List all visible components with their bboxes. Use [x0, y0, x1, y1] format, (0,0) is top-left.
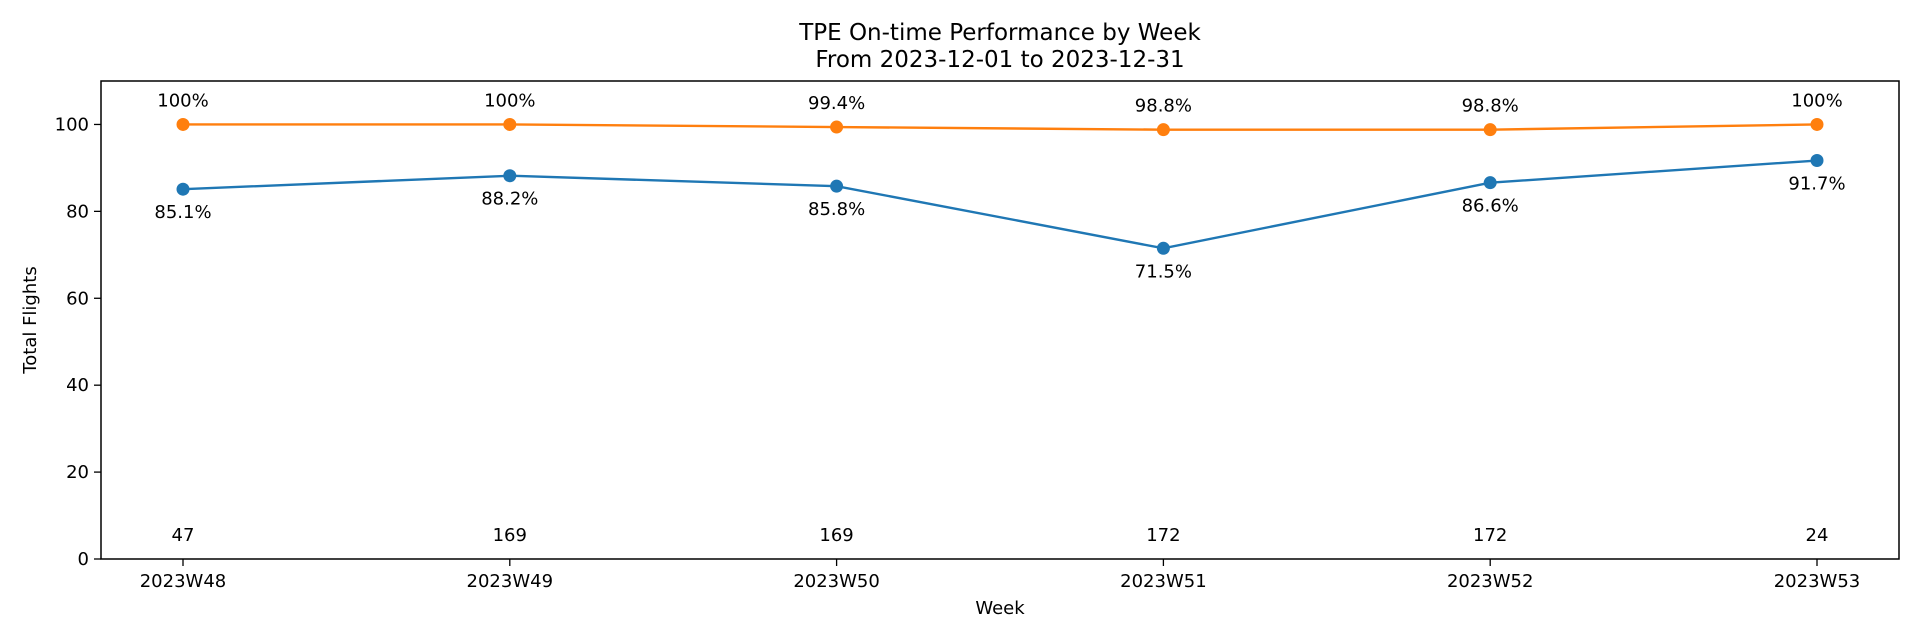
data-point — [1483, 123, 1497, 137]
y-axis-label: Total Flights — [20, 266, 41, 374]
data-label: 91.7% — [1788, 174, 1845, 195]
x-tick-label: 2023W53 — [1774, 571, 1861, 592]
data-label: 85.1% — [154, 202, 211, 223]
series-line-1 — [183, 123, 1818, 131]
data-point — [176, 117, 190, 131]
data-label: 100% — [484, 90, 535, 111]
y-axis-ticks: 0 20 40 60 80 100 — [55, 114, 101, 570]
data-point — [830, 179, 844, 193]
x-tick-label: 2023W49 — [467, 571, 554, 592]
data-label: 100% — [1791, 90, 1842, 111]
data-label: 71.5% — [1135, 261, 1192, 282]
count-label: 47 — [172, 525, 195, 546]
data-point — [503, 169, 517, 183]
series-layer — [176, 117, 1824, 255]
chart-subtitle: From 2023-12-01 to 2023-12-31 — [815, 47, 1184, 73]
data-label: 86.6% — [1462, 196, 1519, 217]
data-label: 98.8% — [1462, 96, 1519, 117]
data-label: 88.2% — [481, 189, 538, 210]
data-point — [1156, 123, 1170, 137]
data-point — [1156, 241, 1170, 255]
data-point — [1810, 117, 1824, 131]
x-tick-label: 2023W50 — [793, 571, 880, 592]
data-labels-layer: 85.1% 88.2% 85.8% 71.5% 86.6% 91.7% 100% 100% 99… — [154, 90, 1845, 546]
data-label: 98.8% — [1135, 96, 1192, 117]
data-point — [503, 117, 517, 131]
y-tick-label: 80 — [66, 201, 89, 222]
y-tick-label: 20 — [66, 462, 89, 483]
data-point — [1483, 176, 1497, 190]
data-point — [176, 182, 190, 196]
count-label: 24 — [1806, 525, 1829, 546]
data-label: 85.8% — [808, 199, 865, 220]
data-point — [830, 120, 844, 134]
count-label: 169 — [493, 525, 527, 546]
x-tick-label: 2023W48 — [140, 571, 227, 592]
count-label: 169 — [819, 525, 853, 546]
chart-title: TPE On-time Performance by Week — [798, 20, 1201, 46]
data-point — [1810, 154, 1824, 168]
data-label: 100% — [157, 90, 208, 111]
y-tick-label: 40 — [66, 375, 89, 396]
x-axis-label: Week — [975, 598, 1025, 619]
y-tick-label: 0 — [78, 549, 89, 570]
x-axis-ticks: 2023W48 2023W49 2023W50 2023W51 2023W52 2023W… — [140, 559, 1861, 592]
x-tick-label: 2023W52 — [1447, 571, 1534, 592]
data-label: 99.4% — [808, 93, 865, 114]
x-tick-label: 2023W51 — [1120, 571, 1207, 592]
y-tick-label: 100 — [55, 114, 89, 135]
series-line-0 — [182, 159, 1818, 250]
count-label: 172 — [1473, 525, 1507, 546]
plot-frame — [100, 80, 1900, 560]
count-label: 172 — [1146, 525, 1180, 546]
y-tick-label: 60 — [66, 288, 89, 309]
